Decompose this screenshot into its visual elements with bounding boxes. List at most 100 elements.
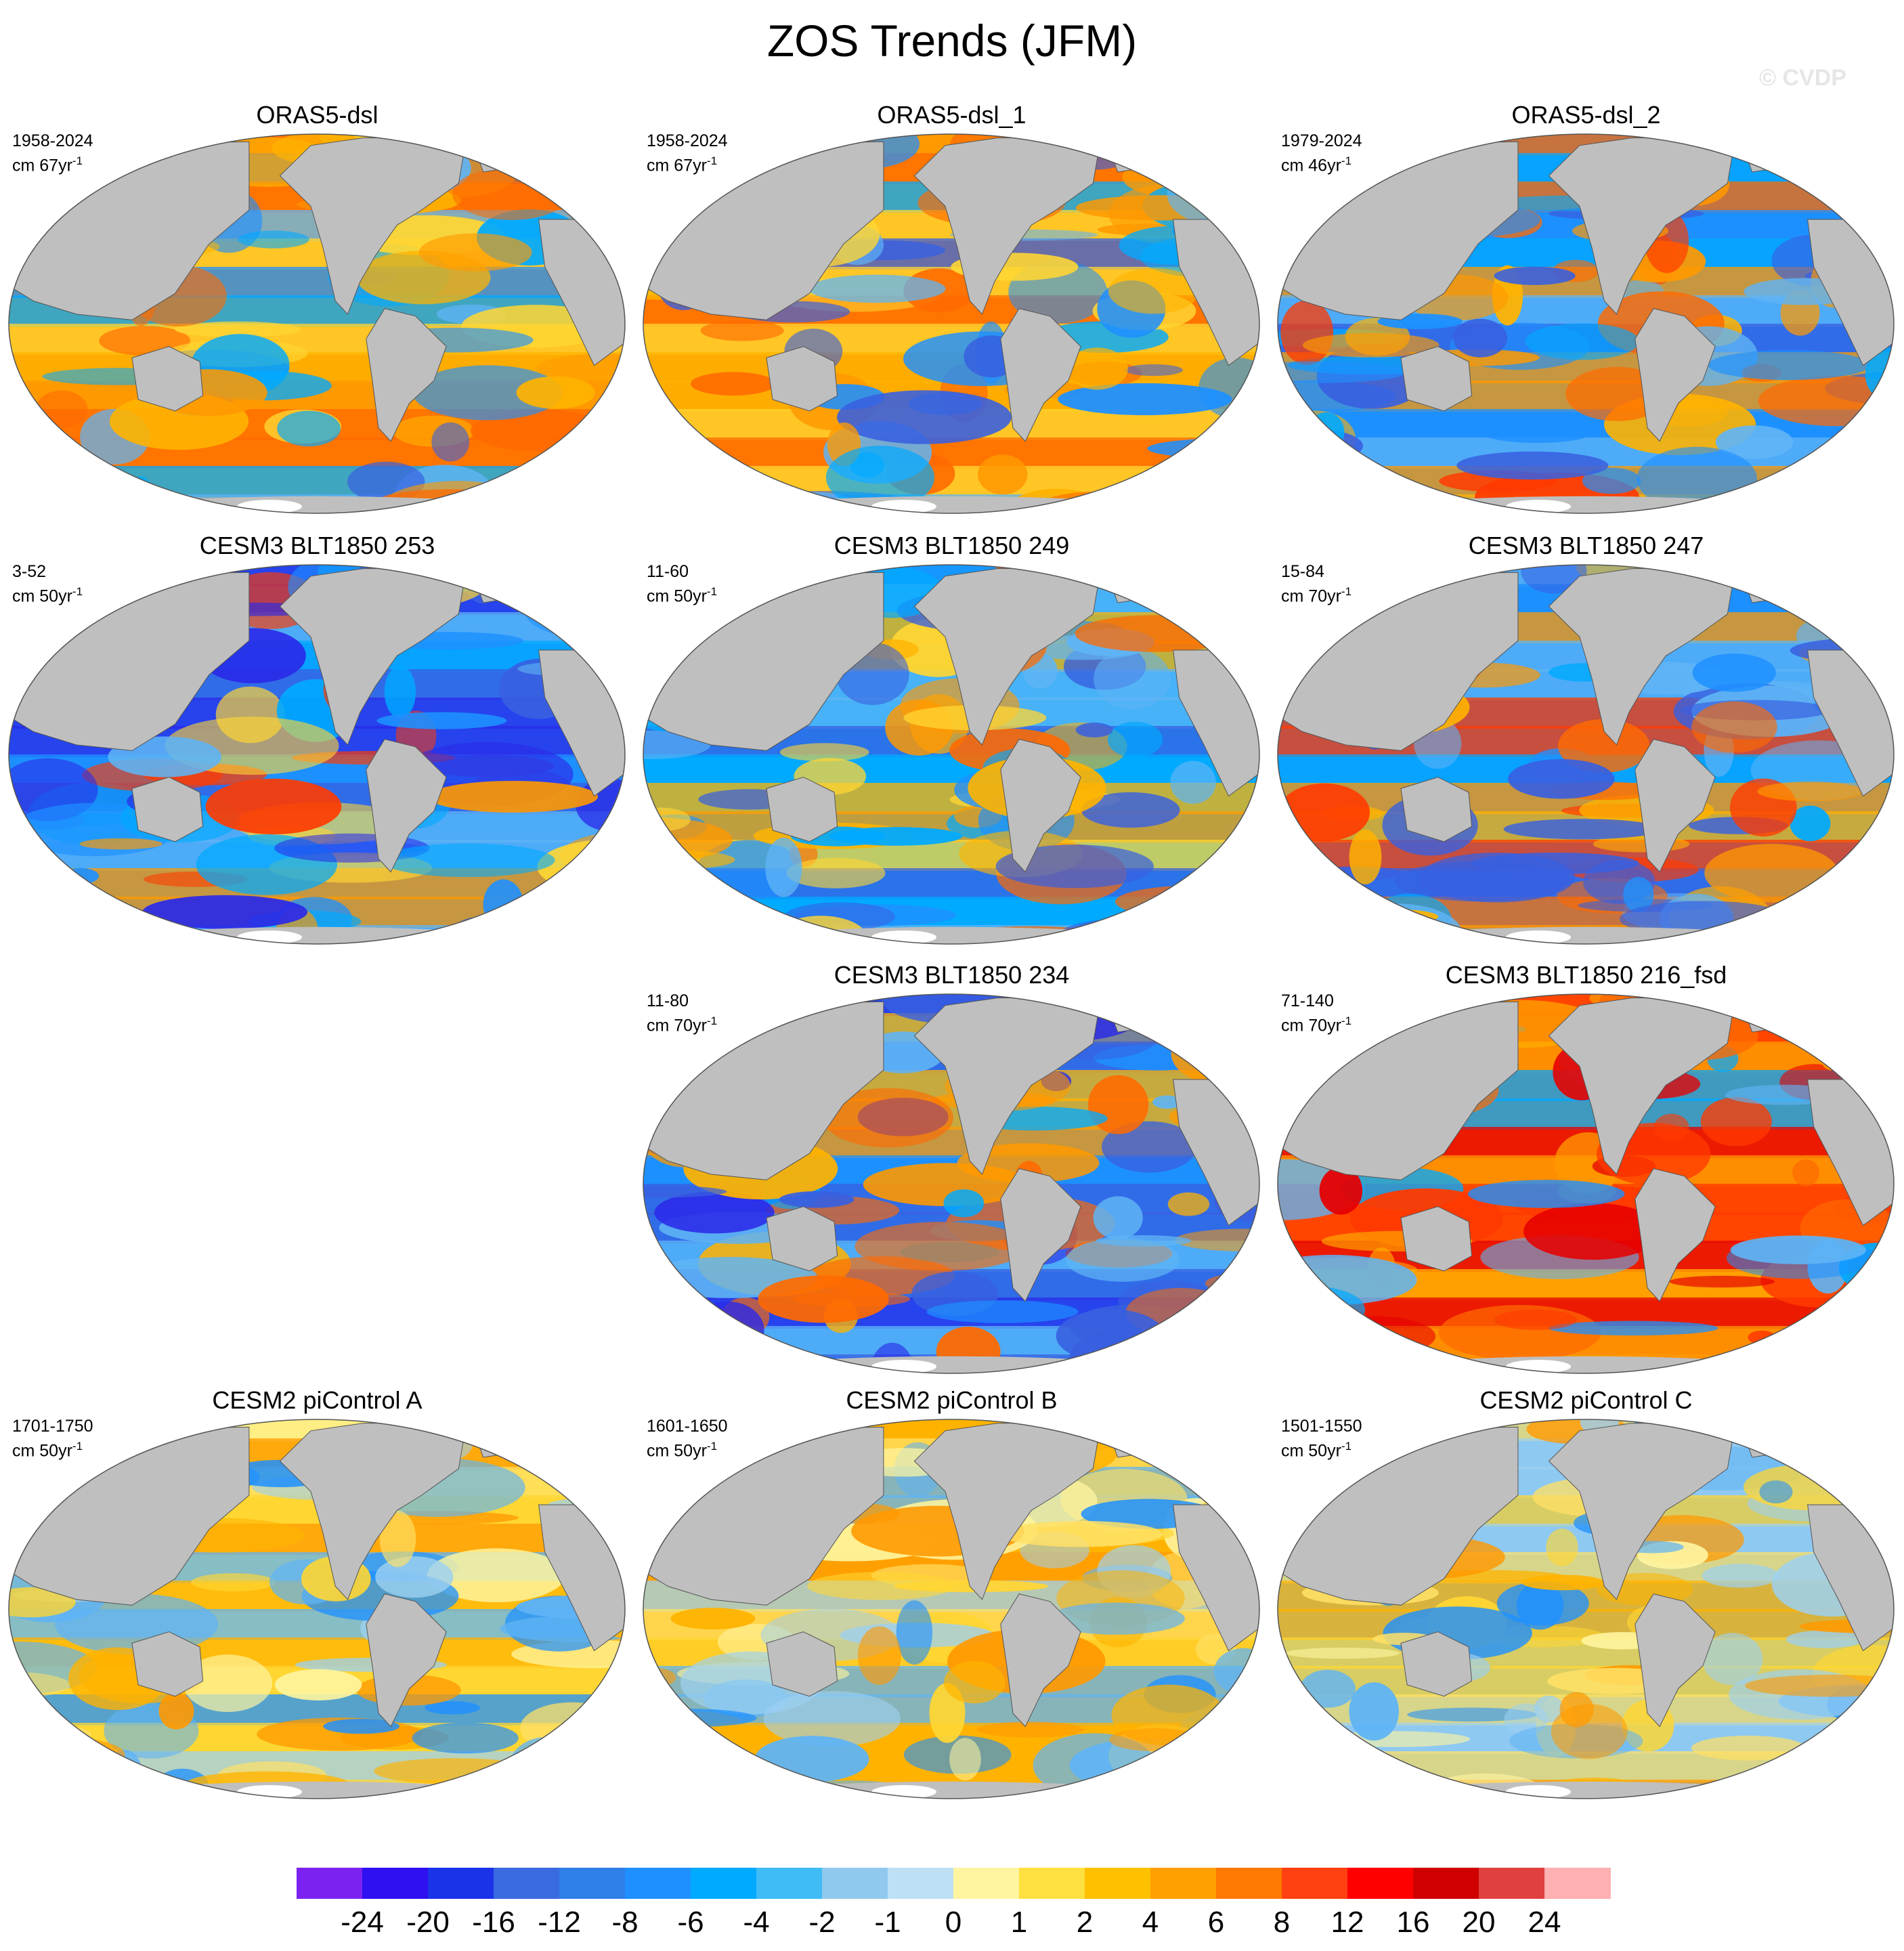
trend-patch bbox=[1094, 648, 1171, 710]
colorbar-swatch bbox=[428, 1868, 494, 1899]
trend-band bbox=[9, 466, 625, 497]
trend-patch bbox=[1759, 1480, 1793, 1504]
ocean-field bbox=[9, 134, 625, 513]
trend-patch bbox=[643, 469, 774, 513]
trend-patch bbox=[1304, 994, 1344, 1025]
page-title: ZOS Trends (JFM) bbox=[766, 16, 1138, 66]
trend-patch bbox=[786, 857, 886, 888]
trend-patch bbox=[779, 743, 869, 762]
panel-years: 1701-1750 bbox=[12, 1417, 93, 1436]
trend-patch bbox=[9, 487, 81, 513]
panel-title: CESM2 piControl C bbox=[1479, 1386, 1693, 1414]
trend-patch bbox=[418, 233, 532, 272]
units-text: cm 50yr bbox=[12, 1441, 72, 1461]
trend-patch bbox=[1792, 1159, 1820, 1186]
map-border bbox=[643, 133, 1260, 514]
antarctica-landmass bbox=[85, 926, 548, 944]
trend-patch bbox=[594, 1467, 625, 1501]
trend-patch bbox=[654, 1191, 775, 1234]
north-america-landmass bbox=[913, 998, 1100, 1175]
trend-patch bbox=[379, 1510, 416, 1568]
trend-patch bbox=[1152, 1095, 1182, 1109]
panel-years: 11-80 bbox=[647, 991, 689, 1010]
trend-patch bbox=[1278, 999, 1310, 1025]
panel-title: ORAS5-dsl_2 bbox=[1511, 101, 1661, 129]
antarctica-landmass bbox=[720, 496, 1183, 513]
map-border bbox=[1277, 993, 1895, 1374]
colorbar-label: -2 bbox=[808, 1906, 836, 1939]
map-robinson bbox=[643, 564, 1260, 945]
panel-title: CESM3 BLT1850 249 bbox=[834, 532, 1070, 559]
trend-patch bbox=[1208, 870, 1259, 933]
units-text: cm 67yr bbox=[12, 156, 72, 175]
trend-patch bbox=[1058, 383, 1232, 416]
north-america-landmass bbox=[913, 137, 1100, 315]
north-america-landmass bbox=[1548, 568, 1734, 746]
panel-units: cm 70yr-1 bbox=[1281, 582, 1351, 605]
trend-patch bbox=[1285, 1648, 1400, 1659]
trend-patch bbox=[1719, 134, 1841, 146]
trend-patch bbox=[62, 487, 110, 511]
panel-units: cm 50yr-1 bbox=[12, 1437, 83, 1460]
australia-landmass bbox=[1400, 1206, 1473, 1272]
trend-patch bbox=[9, 410, 28, 473]
trend-patch bbox=[533, 920, 625, 944]
trend-patch bbox=[488, 473, 625, 513]
trend-patch bbox=[1302, 333, 1440, 358]
trend-patch bbox=[1093, 1196, 1143, 1240]
trend-patch bbox=[1075, 615, 1237, 652]
ocean-field bbox=[1278, 1419, 1894, 1799]
trend-patch bbox=[1727, 134, 1799, 160]
panel-title: ORAS5-dsl_1 bbox=[877, 101, 1026, 129]
colorbar-swatch bbox=[1019, 1868, 1085, 1899]
trend-patch bbox=[427, 1548, 565, 1602]
map-border bbox=[1277, 133, 1895, 514]
trend-patch bbox=[779, 1191, 854, 1208]
trend-patch bbox=[1467, 1180, 1625, 1208]
panel-years: 1501-1550 bbox=[1281, 1417, 1362, 1436]
trend-patch bbox=[854, 1222, 1028, 1271]
trend-patch bbox=[516, 376, 595, 409]
trend-patch bbox=[643, 1791, 695, 1799]
antarctica-landmass bbox=[1354, 926, 1817, 944]
ocean-field bbox=[9, 565, 625, 944]
australia-landmass bbox=[1400, 1631, 1473, 1697]
trend-patch bbox=[9, 134, 73, 186]
colorbar-swatch bbox=[1085, 1868, 1151, 1899]
trend-patch bbox=[1280, 300, 1334, 365]
colorbar-swatch bbox=[362, 1868, 429, 1899]
trend-patch bbox=[9, 134, 102, 167]
antarctica-landmass bbox=[1354, 496, 1817, 513]
units-exponent: -1 bbox=[1341, 585, 1352, 598]
panel-units: cm 70yr-1 bbox=[647, 1012, 717, 1035]
trend-patch bbox=[1730, 1235, 1867, 1264]
north-america-landmass bbox=[279, 568, 465, 746]
map-robinson bbox=[643, 1419, 1260, 1799]
units-exponent: -1 bbox=[1341, 1014, 1352, 1027]
map-robinson bbox=[643, 993, 1260, 1374]
panel-years: 1958-2024 bbox=[12, 131, 93, 150]
trend-patch bbox=[1790, 805, 1831, 842]
colorbar-label: -6 bbox=[677, 1906, 704, 1939]
map-panel-oras5-dsl-2: ORAS5-dsl_2 1979-2024 cm 46yr-1 bbox=[1269, 100, 1903, 534]
watermark-text: © CVDP bbox=[1759, 65, 1846, 91]
trend-patch bbox=[1108, 268, 1200, 314]
trend-patch bbox=[1102, 1121, 1197, 1173]
antarctica-landmass bbox=[720, 1781, 1183, 1799]
trend-patch bbox=[1349, 1682, 1399, 1741]
map-panel-cesm3-249: CESM3 BLT1850 249 11-60 cm 50yr-1 bbox=[634, 531, 1269, 964]
trend-patch bbox=[1278, 1419, 1343, 1481]
trend-patch bbox=[1480, 421, 1594, 444]
units-exponent: -1 bbox=[1341, 1440, 1352, 1453]
colorbar-swatch bbox=[1150, 1868, 1217, 1899]
trend-patch bbox=[508, 919, 625, 944]
units-exponent: -1 bbox=[706, 1440, 718, 1453]
trend-patch bbox=[142, 895, 308, 929]
colorbar-swatch bbox=[691, 1868, 757, 1899]
trend-patch bbox=[1867, 176, 1894, 192]
trend-patch bbox=[523, 580, 625, 637]
trend-patch bbox=[374, 1758, 538, 1784]
trend-patch bbox=[1138, 569, 1231, 614]
colorbar-swatch bbox=[1413, 1868, 1479, 1899]
trend-patch bbox=[700, 320, 784, 341]
